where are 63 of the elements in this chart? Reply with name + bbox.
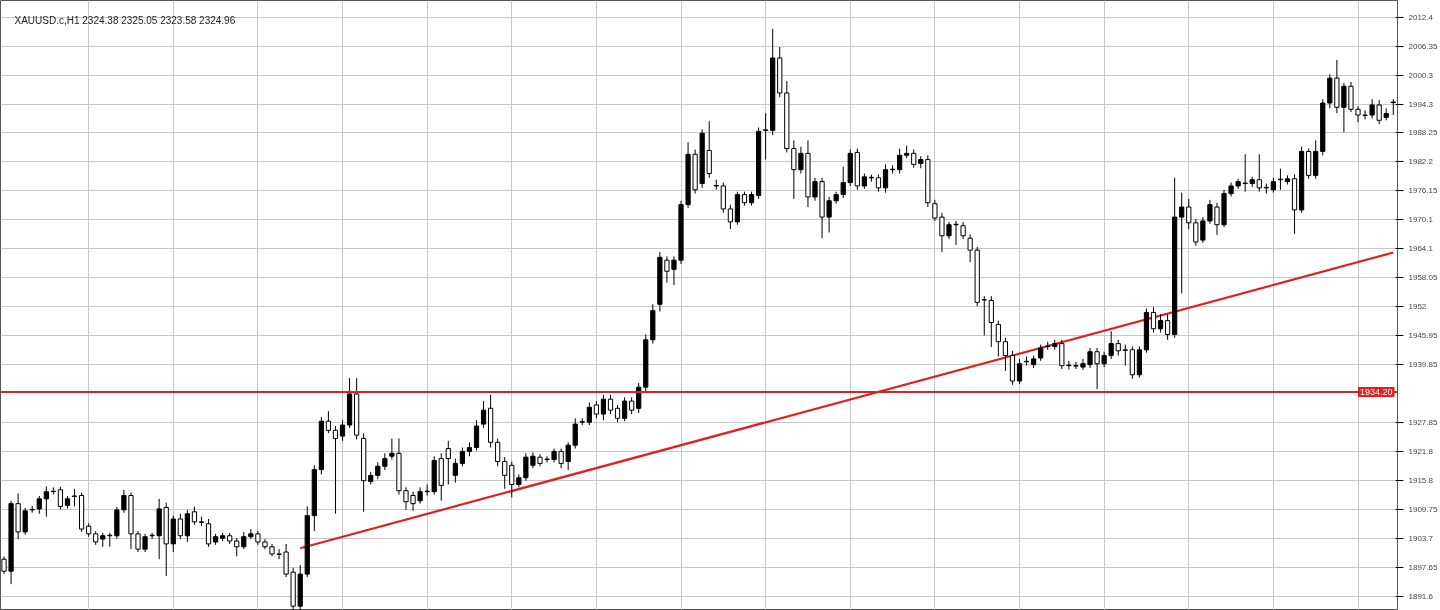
y-tick-label: 1927.85 (1408, 417, 1438, 427)
candlestick (882, 163, 889, 194)
y-tick-label: 1994.3 (1408, 99, 1434, 109)
candlestick (988, 295, 994, 348)
candlestick (911, 149, 917, 169)
candlestick (502, 456, 508, 490)
candlestick (720, 182, 726, 214)
y-tick-label: 2006.35 (1408, 41, 1438, 51)
candlestick (1362, 109, 1368, 120)
text: XAUUSD.c,H1 2324.38 2325.05 2323.58 2324.96 (14, 15, 236, 26)
candlestick (459, 447, 466, 467)
y-tick-label: 1952 (1408, 302, 1427, 312)
candlestick (184, 509, 190, 543)
y-tick-label: 1909.75 (1408, 504, 1438, 514)
candlestick (177, 513, 183, 540)
y-tick-label: 1976.15 (1408, 186, 1438, 196)
y-tick-label: 1897.65 (1408, 562, 1438, 572)
candlestick (1355, 105, 1361, 123)
candlestick (191, 506, 198, 526)
candlestick (480, 400, 487, 429)
candlestick (339, 419, 346, 442)
candlestick (897, 148, 903, 174)
y-tick-label: 1958.05 (1408, 273, 1438, 283)
candlestick (763, 112, 769, 161)
candlestick (1164, 313, 1171, 341)
y-tick-label: 1915.8 (1408, 475, 1434, 485)
y-tick-label: 1939.85 (1408, 360, 1438, 370)
candlestick (1256, 153, 1262, 193)
candlestick (607, 394, 614, 415)
candlestick (600, 394, 607, 421)
candlestick (1179, 192, 1185, 294)
candlestick (1313, 139, 1319, 180)
y-tick-label: 2000.3 (1408, 70, 1434, 80)
y-tick-label: 1921.8 (1408, 446, 1434, 456)
candlestick (43, 485, 49, 518)
candlestick (1122, 344, 1128, 367)
candlestick (586, 402, 592, 426)
y-tick-label: 1964.1 (1408, 244, 1434, 254)
candlestick (1002, 337, 1009, 372)
y-tick-label: 1903.7 (1408, 533, 1434, 543)
candlestick (995, 320, 1001, 358)
candlestick (57, 486, 64, 510)
candlestick (1157, 313, 1164, 334)
candlestick (325, 410, 332, 434)
y-tick-label: 1970.1 (1408, 215, 1434, 225)
y-tick-label: 1945.95 (1408, 331, 1438, 341)
candlestick (205, 518, 212, 548)
candlestick (445, 440, 451, 485)
candlestick (1016, 358, 1023, 385)
candlestick (1306, 148, 1312, 180)
candlestick (452, 458, 458, 484)
y-tick-label: 1891.6 (1408, 591, 1434, 601)
y-tick-label: 1988.25 (1408, 128, 1438, 138)
candlestick (495, 437, 501, 467)
candlestick (572, 417, 578, 450)
candlestick (727, 204, 733, 230)
candlestick (1150, 306, 1157, 334)
ref-line-label: 1934.20 (1359, 386, 1393, 397)
candlestick (473, 419, 480, 451)
candlestick (621, 396, 628, 422)
y-tick-label: 2012.4 (1408, 12, 1434, 22)
candlestick (332, 425, 339, 515)
y-tick-label: 1982.2 (1408, 157, 1434, 167)
